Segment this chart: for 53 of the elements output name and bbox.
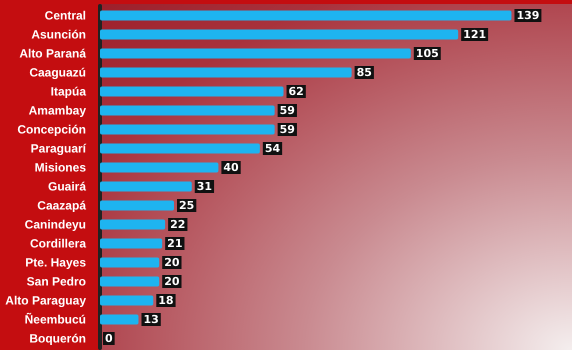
bar	[100, 276, 160, 286]
y-tick-label: Itapúa	[50, 84, 86, 98]
y-tick-label: Boquerón	[29, 332, 86, 346]
bar	[100, 296, 154, 306]
y-tick-label: Guairá	[48, 180, 86, 194]
bar	[100, 182, 192, 192]
y-tick-label: Pte. Hayes	[25, 256, 86, 270]
data-label: 25	[179, 199, 194, 212]
data-label: 54	[264, 142, 280, 155]
bar	[100, 238, 162, 248]
bar	[100, 314, 138, 324]
y-tick-label: Asunción	[31, 28, 86, 42]
bar	[100, 144, 260, 154]
data-label: 0	[105, 332, 113, 345]
y-tick-label: Ñeembucú	[24, 312, 86, 326]
data-label: 62	[288, 85, 304, 98]
bar	[100, 86, 284, 96]
data-label: 59	[280, 104, 295, 117]
y-tick-label: Concepción	[17, 122, 86, 136]
bar	[100, 258, 160, 268]
bar	[100, 124, 275, 134]
data-label: 40	[223, 161, 240, 174]
data-label: 139	[516, 9, 540, 22]
data-label: 18	[158, 294, 174, 307]
data-label: 21	[167, 237, 182, 250]
data-label: 59	[280, 123, 295, 136]
bar	[100, 10, 512, 20]
y-tick-label: Amambay	[28, 104, 86, 118]
data-label: 22	[170, 218, 186, 231]
bar	[100, 48, 411, 58]
bar	[100, 162, 218, 172]
bar	[100, 106, 275, 116]
y-tick-label: Alto Paraguay	[5, 294, 86, 308]
data-label: 20	[164, 256, 180, 269]
y-tick-label: Caaguazú	[29, 66, 86, 80]
data-label: 31	[196, 180, 212, 193]
bar	[100, 200, 174, 210]
y-tick-label: Caazapá	[37, 198, 86, 212]
bar	[100, 30, 458, 40]
y-tick-label: Central	[44, 8, 86, 22]
y-tick-label: Alto Paraná	[19, 46, 86, 60]
y-tick-label: Paraguarí	[30, 142, 87, 156]
data-label: 105	[416, 47, 439, 60]
data-label: 121	[463, 28, 486, 41]
y-tick-label: Misiones	[34, 160, 86, 174]
y-tick-label: San Pedro	[26, 274, 86, 288]
data-label: 13	[143, 313, 159, 326]
data-label: 85	[356, 66, 372, 79]
data-label: 20	[164, 275, 180, 288]
y-tick-label: Cordillera	[30, 236, 86, 250]
bar	[100, 220, 166, 230]
bar	[100, 68, 352, 78]
y-tick-label: Canindeyu	[24, 218, 86, 232]
